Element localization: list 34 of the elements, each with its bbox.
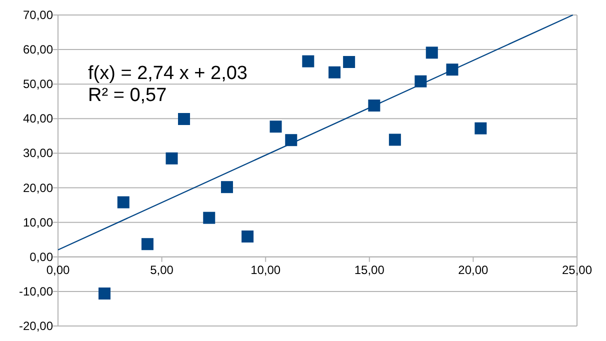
point [166, 152, 178, 164]
annotation: f(x) = 2,74 x + 2,03 [88, 63, 248, 84]
point [388, 134, 401, 146]
point [474, 122, 487, 134]
point [178, 113, 190, 126]
x-tick-label: 10,00 [250, 262, 281, 277]
point [426, 46, 438, 59]
annotation: R² = 0,57 [88, 85, 167, 106]
point [117, 196, 130, 208]
x-tick-label: 20,00 [458, 262, 489, 277]
y-tick-label: -20,00 [18, 319, 54, 333]
point [328, 66, 341, 78]
point [141, 238, 154, 250]
x-tick-label: 5,00 [150, 262, 174, 277]
x-tick-label: 15,00 [354, 262, 385, 277]
y-tick-label: 50,00 [22, 77, 54, 92]
y-tick-label: -10,00 [18, 284, 54, 298]
y-tick-label: 10,00 [22, 215, 54, 230]
point [203, 212, 216, 224]
point [242, 230, 254, 242]
y-tick-label: 20,00 [22, 180, 54, 195]
x-tick-label: 25,00 [562, 262, 592, 277]
point [343, 56, 356, 68]
y-tick-label: 60,00 [22, 42, 54, 57]
point [270, 120, 282, 133]
point [302, 55, 314, 68]
y-tick-label: 70,00 [22, 8, 54, 22]
point [220, 181, 233, 194]
y-tick-label: 40,00 [22, 112, 54, 126]
y-tick-label: 0,00 [30, 250, 54, 264]
x-tick-label: 0,00 [46, 262, 70, 277]
point [98, 288, 110, 300]
point [285, 134, 298, 146]
y-tick-label: 30,00 [22, 146, 54, 160]
